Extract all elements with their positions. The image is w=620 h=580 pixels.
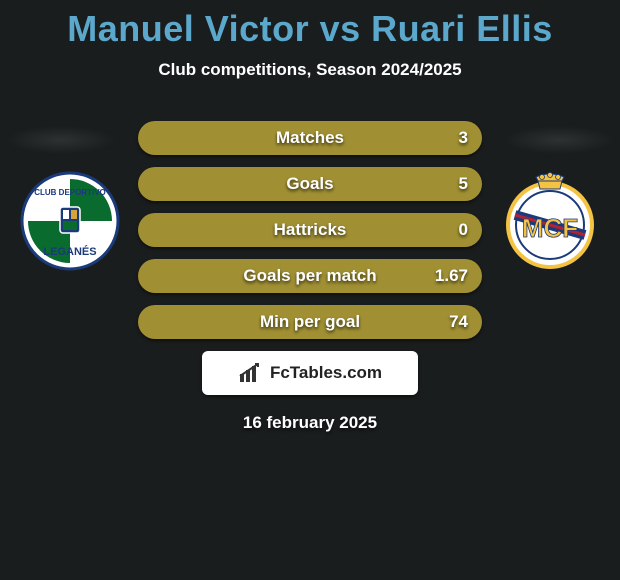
stat-right-value: 3 xyxy=(459,128,468,148)
brand-badge: FcTables.com xyxy=(202,351,418,395)
date-text: 16 february 2025 xyxy=(138,413,482,433)
subtitle: Club competitions, Season 2024/2025 xyxy=(0,60,620,80)
stat-right-value: 5 xyxy=(459,174,468,194)
svg-text:CLUB DEPORTIVO: CLUB DEPORTIVO xyxy=(34,188,106,197)
stat-row-min-per-goal: Min per goal 74 xyxy=(138,305,482,339)
stats-table: Matches 3 Goals 5 Hattricks 0 Goals per … xyxy=(138,121,482,433)
stat-label: Min per goal xyxy=(138,312,482,332)
leganes-crest-icon: CLUB DEPORTIVO LEGANÉS xyxy=(20,171,120,271)
stat-row-matches: Matches 3 xyxy=(138,121,482,155)
club-logo-real-madrid: MCF xyxy=(500,171,600,271)
real-madrid-crest-icon: MCF xyxy=(500,171,600,271)
stat-right-value: 1.67 xyxy=(435,266,468,286)
player-shadow-left xyxy=(6,126,116,154)
brand-text: FcTables.com xyxy=(270,363,382,383)
stat-right-value: 74 xyxy=(449,312,468,332)
stat-label: Goals per match xyxy=(138,266,482,286)
bar-chart-icon xyxy=(238,362,264,384)
stat-label: Matches xyxy=(138,128,482,148)
svg-text:LEGANÉS: LEGANÉS xyxy=(43,245,96,258)
stat-row-hattricks: Hattricks 0 xyxy=(138,213,482,247)
player-shadow-right xyxy=(504,126,614,154)
stat-row-goals: Goals 5 xyxy=(138,167,482,201)
stat-label: Goals xyxy=(138,174,482,194)
stat-label: Hattricks xyxy=(138,220,482,240)
club-logo-leganes: CLUB DEPORTIVO LEGANÉS xyxy=(20,171,120,271)
svg-text:MCF: MCF xyxy=(522,213,578,243)
stat-row-goals-per-match: Goals per match 1.67 xyxy=(138,259,482,293)
page-title: Manuel Victor vs Ruari Ellis xyxy=(0,0,620,50)
stat-right-value: 0 xyxy=(459,220,468,240)
